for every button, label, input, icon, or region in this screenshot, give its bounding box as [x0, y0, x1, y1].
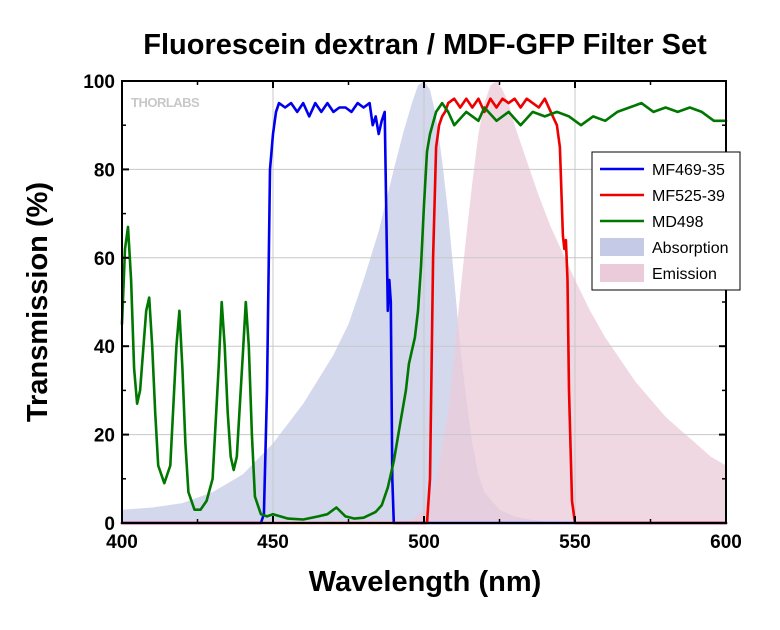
chart-title: Fluorescein dextran / MDF-GFP Filter Set: [143, 29, 707, 61]
legend-label-mf469-35: MF469-35: [652, 162, 725, 179]
x-tick-label-400: 400: [106, 532, 138, 553]
line-series-layer: [120, 97, 728, 525]
legend: MF469-35 MF525-39 MD498 Absorption Emission: [591, 151, 741, 291]
y-tick-label-60: 60: [94, 249, 115, 270]
y-tick-label-0: 0: [104, 514, 115, 535]
legend-swatch-emission: [600, 264, 644, 282]
y-tick-label-80: 80: [94, 160, 115, 181]
legend-label-md498: MD498: [652, 214, 704, 231]
y-axis-title: Transmission (%): [22, 182, 54, 422]
legend-label-mf525-39: MF525-39: [652, 188, 725, 205]
thorlabs-watermark: THORLABS: [131, 95, 200, 110]
legend-swatch-absorption: [600, 238, 644, 256]
legend-label-absorption: Absorption: [652, 240, 729, 257]
legend-item-mf469-35: MF469-35: [600, 162, 725, 179]
y-tick-label-100: 100: [83, 72, 115, 93]
y-tick-label-20: 20: [94, 426, 115, 447]
legend-item-absorption: Absorption: [600, 238, 729, 257]
legend-item-mf525-39: MF525-39: [600, 188, 725, 205]
x-tick-label-500: 500: [408, 532, 440, 553]
plot-area: [120, 81, 728, 525]
y-tick-label-40: 40: [94, 337, 115, 358]
x-tick-label-550: 550: [559, 532, 591, 553]
x-tick-label-450: 450: [257, 532, 289, 553]
line-mf469-35: [120, 101, 728, 525]
legend-item-md498: MD498: [600, 214, 704, 231]
x-axis-title: Wavelength (nm): [309, 566, 542, 598]
legend-label-emission: Emission: [652, 266, 717, 283]
line-md498: [120, 101, 728, 521]
x-tick-label-600: 600: [710, 532, 742, 553]
legend-item-emission: Emission: [600, 264, 717, 283]
line-mf525-39: [120, 97, 728, 525]
axis-ticks: 400 450 500 550 600 0 20 40 60 80 100: [83, 72, 742, 553]
